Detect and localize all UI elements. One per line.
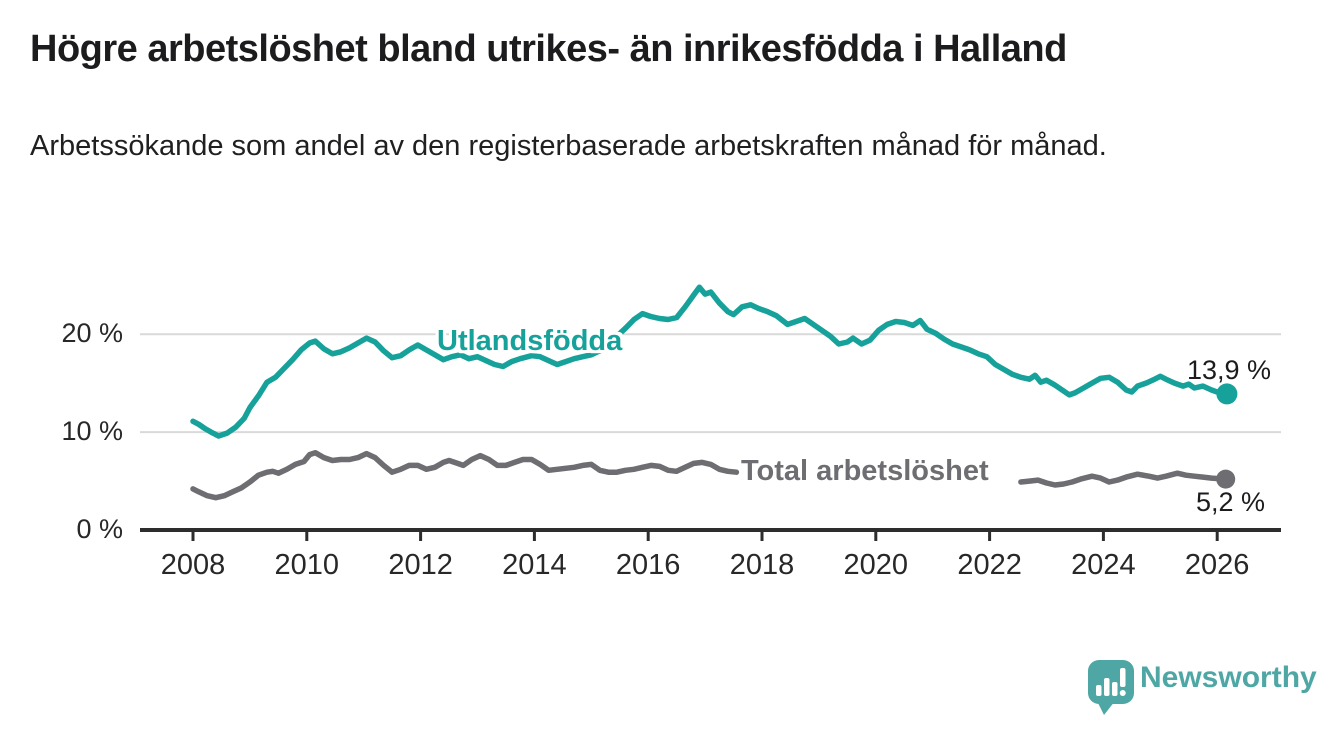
series-label-utlandsfodda: Utlandsfödda — [437, 325, 623, 357]
y-tick-label: 20 % — [61, 318, 123, 349]
end-value-label-total: 5,2 % — [1196, 487, 1266, 517]
y-tick-label: 0 % — [76, 514, 123, 544]
x-tick-label: 2008 — [160, 549, 226, 581]
x-tick-label: 2020 — [843, 549, 909, 581]
series-line-1 — [190, 449, 1229, 501]
chart-subtitle: Arbetssökande som andel av den registerb… — [30, 130, 1107, 162]
x-tick-label: 2016 — [615, 549, 681, 581]
page-title: Högre arbetslöshet bland utrikes- än inr… — [30, 28, 1067, 70]
x-tick-label: 2018 — [729, 549, 795, 581]
newsworthy-logo-icon — [1088, 660, 1134, 715]
x-tick-label: 2010 — [274, 549, 340, 581]
y-tick-label: 10 % — [61, 416, 123, 447]
newsworthy-logo-text: Newsworthy — [1140, 661, 1317, 694]
series-label-total-arbetsloshet: Total arbetslöshet — [741, 455, 989, 487]
series-end-dot-0 — [1216, 383, 1238, 405]
x-tick-label: 2012 — [388, 549, 453, 581]
series-end-dot-1 — [1216, 469, 1236, 489]
x-tick-label: 2014 — [502, 549, 567, 581]
end-value-label-utlandsfodda: 13,9 % — [1187, 355, 1272, 385]
x-tick-label: 2022 — [957, 549, 1022, 581]
x-tick-label: 2026 — [1184, 549, 1250, 581]
series-line-0 — [190, 284, 1230, 439]
x-tick-label: 2024 — [1071, 549, 1136, 581]
